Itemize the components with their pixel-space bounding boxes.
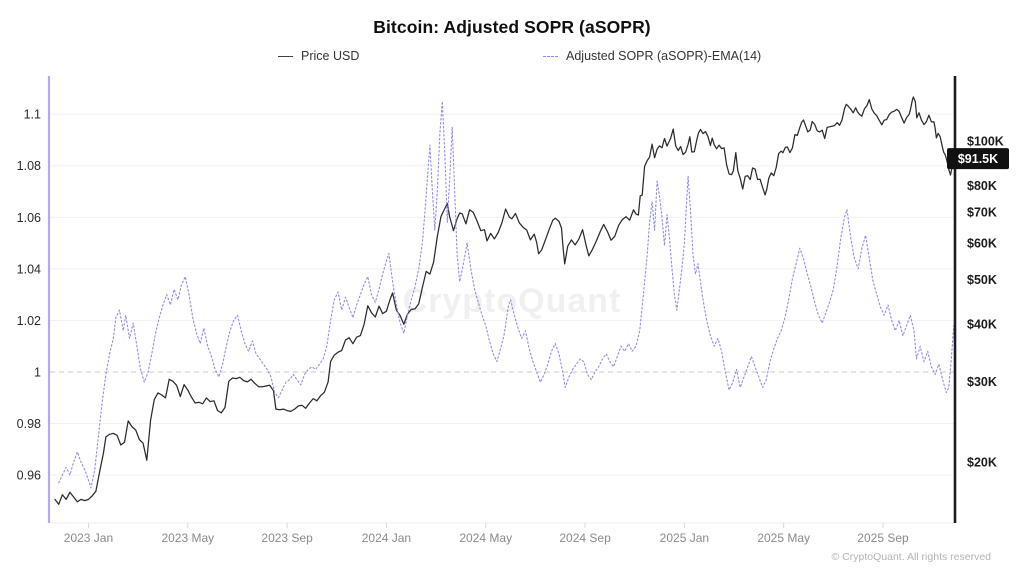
left-axis-tick-label: 1.04 xyxy=(17,262,41,276)
right-axis-tick-label: $20K xyxy=(967,456,997,470)
price-line-swatch-icon xyxy=(278,55,293,57)
legend-label-price-usd: Price USD xyxy=(301,49,360,63)
left-axis-tick-label: 1.02 xyxy=(17,314,41,328)
x-tick-label: 2023 Sep xyxy=(261,531,313,545)
left-axis-tick-label: 1.06 xyxy=(17,211,41,225)
copyright-note: © CryptoQuant. All rights reserved xyxy=(831,551,991,563)
left-axis-tick-label: 1.1 xyxy=(24,108,41,122)
right-axis-tick-label: $40K xyxy=(967,317,997,331)
x-tick-label: 2024 May xyxy=(459,531,512,545)
legend-label-asopr-ema: Adjusted SOPR (aSOPR)-EMA(14) xyxy=(566,49,762,63)
x-tick-label: 2025 Jan xyxy=(660,531,709,545)
right-axis-tick-label: $50K xyxy=(967,273,997,287)
left-axis-tick-label: 0.96 xyxy=(17,469,41,483)
x-tick-label: 2024 Jan xyxy=(362,531,411,545)
x-tick-label: 2024 Sep xyxy=(559,531,611,545)
right-axis-tick-label: $60K xyxy=(967,236,997,250)
legend-item-asopr-ema[interactable]: Adjusted SOPR (aSOPR)-EMA(14) xyxy=(543,49,761,63)
right-axis-tick-label: $80K xyxy=(967,179,997,193)
price-series-line xyxy=(54,96,955,505)
right-axis-tick-label: $30K xyxy=(967,375,997,389)
left-axis-tick-label: 0.98 xyxy=(17,417,41,431)
left-axis-tick-label: 1.08 xyxy=(17,159,41,173)
current-price-badge xyxy=(947,148,1009,170)
left-axis-tick-label: 1 xyxy=(34,365,41,379)
x-tick-label: 2023 May xyxy=(161,531,214,545)
current-price-badge-label: $91.5K xyxy=(958,152,998,166)
right-axis-tick-label: $70K xyxy=(967,206,997,220)
x-tick-label: 2023 Jan xyxy=(64,531,113,545)
x-tick-label: 2025 May xyxy=(757,531,810,545)
x-tick-label: 2025 Sep xyxy=(857,531,909,545)
legend-item-price-usd[interactable]: Price USD xyxy=(278,49,359,63)
asopr-line-swatch-icon xyxy=(543,55,558,57)
right-axis-tick-label: $100K xyxy=(967,134,1004,148)
asopr-series-line xyxy=(58,100,955,489)
page-title: Bitcoin: Adjusted SOPR (aSOPR) xyxy=(373,17,651,37)
